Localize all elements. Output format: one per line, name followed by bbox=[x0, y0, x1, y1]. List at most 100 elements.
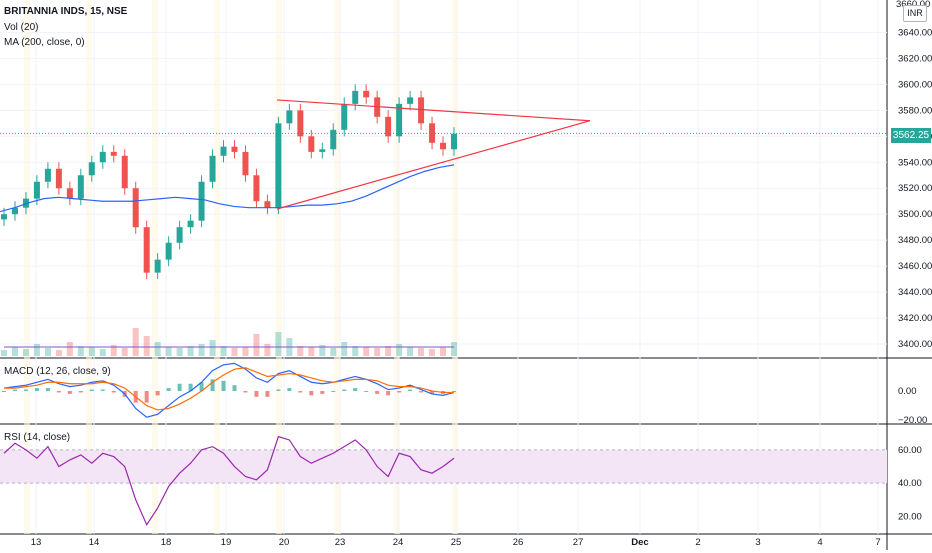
volume-legend[interactable]: Vol (20) bbox=[4, 22, 39, 33]
candle-body bbox=[385, 116, 392, 137]
macd-histogram-bar bbox=[331, 391, 336, 392]
volume-bar bbox=[66, 342, 73, 356]
volume-bar bbox=[132, 328, 139, 356]
price-tick-label: 3520.00 bbox=[898, 183, 932, 194]
price-tick-label: 3580.00 bbox=[898, 105, 932, 116]
moving-average-line bbox=[0, 164, 455, 213]
candle-body bbox=[352, 90, 359, 104]
volume-bar bbox=[1, 350, 7, 356]
candle-body bbox=[110, 151, 117, 156]
macd-histogram-bar bbox=[419, 391, 424, 393]
x-tick-label: 24 bbox=[393, 537, 404, 548]
candle-body bbox=[198, 181, 205, 221]
candle-body bbox=[33, 181, 40, 199]
macd-histogram-bar bbox=[243, 391, 248, 393]
volume-bar bbox=[275, 332, 282, 356]
volume-bar bbox=[330, 348, 337, 356]
last-price-label: 3562.25 bbox=[891, 128, 931, 143]
candle-body bbox=[143, 227, 150, 273]
volume-bar bbox=[165, 347, 172, 356]
rsi-line bbox=[3, 435, 455, 526]
macd-histogram-bar bbox=[144, 391, 149, 403]
candle-body bbox=[88, 162, 95, 176]
volume-bar bbox=[242, 347, 249, 356]
candle-body bbox=[231, 146, 238, 152]
volume-bar bbox=[143, 336, 150, 356]
candle-body bbox=[165, 242, 172, 260]
volume-bar bbox=[11, 347, 18, 356]
macd-histogram-bar bbox=[155, 391, 160, 396]
macd-histogram-bar bbox=[166, 388, 171, 391]
volume-bar bbox=[154, 342, 161, 356]
x-tick-label: 25 bbox=[451, 537, 462, 548]
candle-body bbox=[209, 155, 216, 182]
macd-line bbox=[3, 362, 455, 418]
rsi-tick-label: 20.00 bbox=[898, 511, 922, 522]
x-tick-label: 3 bbox=[755, 537, 760, 548]
macd-histogram-bar bbox=[111, 391, 116, 393]
x-tick-label: 19 bbox=[221, 537, 232, 548]
macd-histogram-bar bbox=[232, 385, 237, 391]
currency-badge[interactable]: INR bbox=[903, 5, 927, 22]
macd-histogram-bar bbox=[188, 383, 193, 391]
price-tick-label: 3460.00 bbox=[898, 261, 932, 272]
price-tick-label: 3400.00 bbox=[898, 339, 932, 350]
price-tick-label: 3500.00 bbox=[898, 209, 932, 220]
x-tick-label: 2 bbox=[695, 537, 700, 548]
session-band bbox=[452, 0, 458, 534]
x-tick-label: 20 bbox=[279, 537, 290, 548]
volume-bar bbox=[297, 346, 304, 356]
macd-histogram-bar bbox=[89, 389, 94, 391]
volume-bar bbox=[22, 349, 29, 356]
macd-signal-line bbox=[4, 367, 454, 411]
volume-bar bbox=[33, 344, 40, 356]
macd-legend[interactable]: MACD (12, 26, close, 9) bbox=[4, 366, 111, 377]
session-band bbox=[86, 0, 92, 534]
macd-tick-label: −20.00 bbox=[898, 415, 927, 426]
candle-body bbox=[451, 133, 457, 150]
volume-bar bbox=[308, 347, 315, 356]
candle-body bbox=[253, 175, 260, 202]
macd-histogram-bar bbox=[34, 388, 39, 391]
candle-body bbox=[44, 168, 51, 182]
candle-body bbox=[297, 110, 304, 137]
volume-bar bbox=[198, 344, 205, 356]
macd-histogram-bar bbox=[430, 391, 435, 394]
session-band bbox=[394, 0, 400, 534]
volume-bar bbox=[176, 348, 183, 356]
candle-body bbox=[66, 188, 73, 199]
macd-tick-label: 0.00 bbox=[898, 386, 917, 397]
macd-histogram-bar bbox=[210, 379, 215, 391]
candle-body bbox=[154, 259, 161, 273]
x-tick-label: 14 bbox=[89, 537, 100, 548]
rsi-tick-label: 40.00 bbox=[898, 478, 922, 489]
macd-histogram-bar bbox=[199, 382, 204, 391]
symbol-legend[interactable]: BRITANNIA INDS, 15, NSE bbox=[4, 6, 128, 17]
volume-bar bbox=[418, 348, 425, 356]
volume-bar bbox=[187, 346, 194, 356]
macd-histogram-bar bbox=[100, 389, 105, 391]
volume-bar bbox=[55, 350, 62, 356]
candle-body bbox=[440, 142, 447, 150]
volume-bar bbox=[396, 344, 403, 356]
volume-bar bbox=[220, 346, 227, 356]
candle-body bbox=[363, 90, 370, 98]
rsi-legend[interactable]: RSI (14, close) bbox=[4, 432, 71, 443]
candle-body bbox=[319, 149, 326, 152]
candle-body bbox=[55, 168, 62, 189]
ma-legend[interactable]: MA (200, close, 0) bbox=[4, 37, 85, 48]
macd-histogram-bar bbox=[364, 391, 369, 392]
session-band bbox=[24, 0, 30, 534]
x-tick-label: 26 bbox=[513, 537, 524, 548]
macd-histogram-bar bbox=[353, 388, 358, 391]
macd-histogram-bar bbox=[342, 389, 347, 391]
price-tick-label: 3620.00 bbox=[898, 53, 932, 64]
candle-body bbox=[176, 227, 183, 243]
x-tick-label: 23 bbox=[335, 537, 346, 548]
macd-histogram-bar bbox=[254, 391, 259, 397]
candle-body bbox=[187, 220, 194, 228]
macd-histogram-bar bbox=[45, 388, 50, 391]
triangle-lower-line bbox=[276, 120, 591, 210]
